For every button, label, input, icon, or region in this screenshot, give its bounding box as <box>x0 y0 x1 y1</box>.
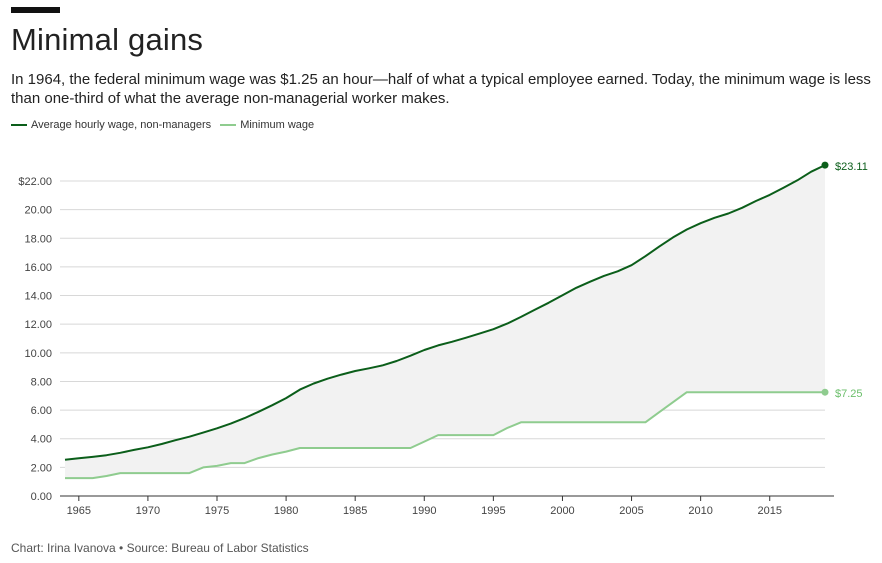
x-tick-label: 1990 <box>412 505 436 517</box>
end-markers: $23.11 $7.25 <box>821 161 868 400</box>
legend-swatch-minimum <box>220 124 237 126</box>
end-point-minimum <box>821 388 829 396</box>
x-tick-label: 2005 <box>619 505 643 517</box>
end-label-minimum: $7.25 <box>835 388 863 400</box>
gap-fill-area <box>65 165 825 479</box>
end-label-average: $23.11 <box>835 161 868 173</box>
x-tick-label: 1980 <box>274 505 298 517</box>
chart-title: Minimal gains <box>11 22 204 57</box>
y-tick-label: 12.00 <box>24 319 52 331</box>
x-tick-label: 2015 <box>757 505 781 517</box>
x-tick-label: 1995 <box>481 505 505 517</box>
series-line-minimum-wage <box>65 391 825 480</box>
x-tick-label: 1975 <box>205 505 229 517</box>
top-accent-bar <box>11 7 60 13</box>
y-tick-label: 6.00 <box>31 405 52 417</box>
y-tick-label: 4.00 <box>31 434 52 446</box>
y-tick-label: 20.00 <box>24 205 52 217</box>
y-tick-label: 14.00 <box>24 291 52 303</box>
y-axis-ticks: 0.00 2.00 4.00 6.00 8.00 10.00 12.00 14.00 16.00… <box>18 176 52 503</box>
y-tick-label: 8.00 <box>31 376 52 388</box>
legend-item-minimum: Minimum wage <box>220 119 314 131</box>
legend: Average hourly wage, non-managers Minimu… <box>11 119 323 131</box>
chart-subtitle: In 1964, the federal minimum wage was $1… <box>11 71 871 107</box>
x-tick-label: 2010 <box>688 505 712 517</box>
x-tick-label: 1970 <box>136 505 160 517</box>
y-tick-label: 16.00 <box>24 262 52 274</box>
series-line-average-wage <box>64 164 826 461</box>
y-tick-label: $22.00 <box>18 176 52 188</box>
x-tick-label: 1965 <box>67 505 91 517</box>
legend-swatch-average <box>11 124 27 126</box>
y-tick-label: 2.00 <box>31 462 52 474</box>
chart-source: Chart: Irina Ivanova • Source: Bureau of… <box>11 541 309 555</box>
legend-label-minimum: Minimum wage <box>240 119 315 131</box>
legend-item-average: Average hourly wage, non-managers <box>11 119 211 131</box>
y-tick-label: 18.00 <box>24 233 52 245</box>
y-tick-label: 10.00 <box>24 348 52 360</box>
y-tick-label: 0.00 <box>31 491 52 503</box>
legend-label-average: Average hourly wage, non-managers <box>31 119 212 131</box>
x-tick-label: 2000 <box>550 505 574 517</box>
x-tick-label: 1985 <box>343 505 367 517</box>
end-point-average <box>821 161 829 169</box>
x-axis-ticks: 1965 1970 1975 1980 1985 1990 1995 2000 2005 2010… <box>67 496 782 517</box>
